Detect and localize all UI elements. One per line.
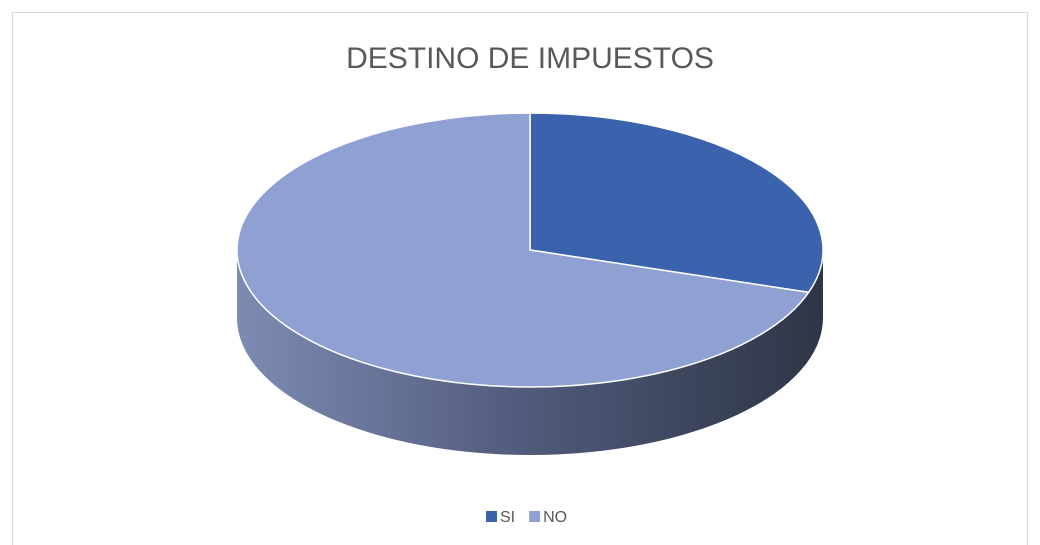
- legend-swatch: [529, 511, 541, 522]
- chart-title: DESTINO DE IMPUESTOS: [346, 42, 714, 75]
- pie-side: [237, 250, 823, 455]
- pie-slice: [529, 112, 824, 294]
- legend: SI NO: [486, 509, 567, 526]
- pie-slice: [236, 112, 810, 388]
- legend-swatch: [486, 511, 497, 522]
- legend-label: SI: [500, 509, 515, 526]
- pie: [236, 112, 824, 455]
- legend-label: NO: [543, 509, 567, 526]
